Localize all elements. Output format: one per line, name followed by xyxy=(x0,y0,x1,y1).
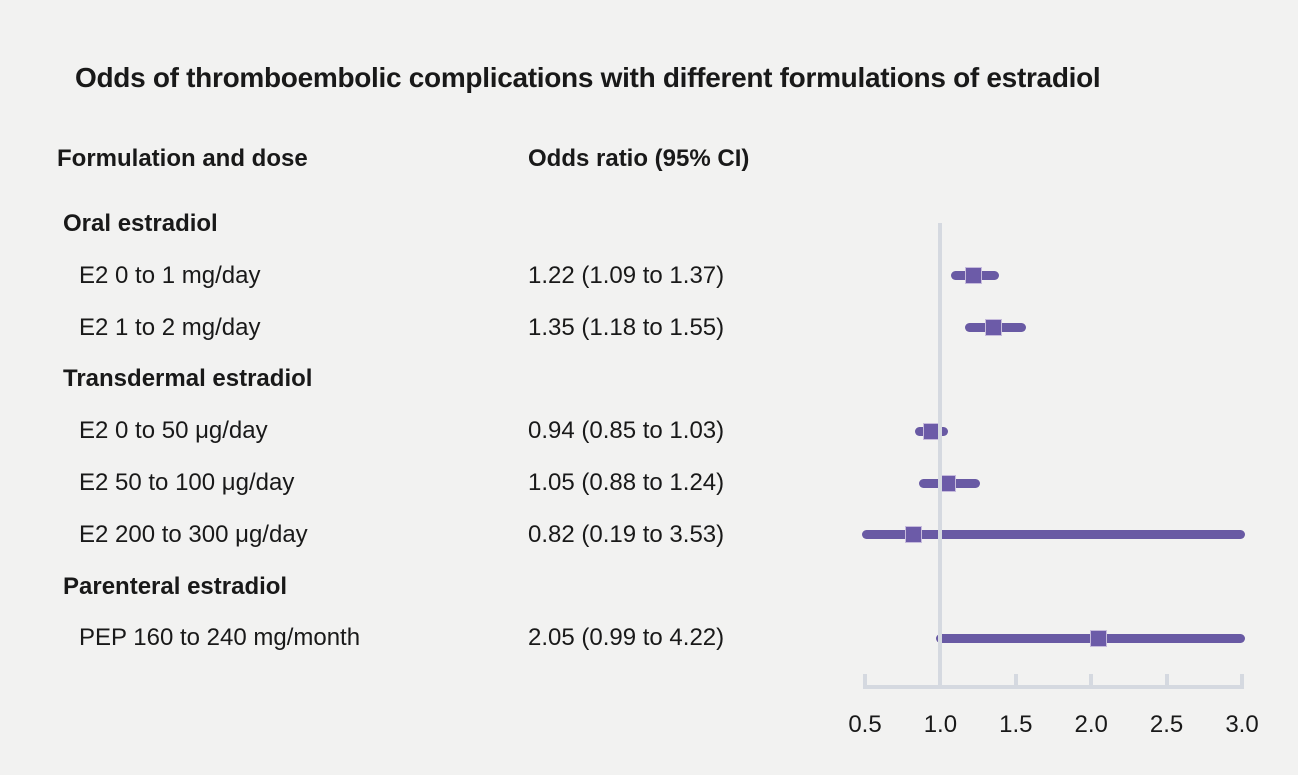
confidence-interval-line xyxy=(862,530,1245,540)
figure-title: Odds of thromboembolic complications wit… xyxy=(75,62,1101,93)
axis-tick xyxy=(1089,674,1094,689)
axis-tick-label: 1.5 xyxy=(999,711,1033,738)
axis-tick xyxy=(863,674,867,689)
group-row-label: Parenteral estradiol xyxy=(63,572,288,600)
axis-tick xyxy=(1240,674,1244,689)
x-axis-line xyxy=(863,685,1244,689)
axis-tick-label: 0.5 xyxy=(848,711,882,738)
axis-tick-label: 2.5 xyxy=(1149,711,1184,738)
axis-tick-label: 2.0 xyxy=(1074,711,1108,738)
axis-tick-label: 1.0 xyxy=(923,711,958,738)
item-row-label: E2 1 to 2 mg/day xyxy=(79,313,261,341)
odds-ratio-value: 0.82 (0.19 to 3.53) xyxy=(528,520,725,548)
point-estimate-square xyxy=(904,526,922,544)
odds-ratio-value: 1.35 (1.18 to 1.55) xyxy=(528,313,725,341)
item-row-label: E2 50 to 100 μg/day xyxy=(79,469,295,496)
odds-ratio-value: 1.22 (1.09 to 1.37) xyxy=(528,261,725,289)
axis-tick xyxy=(1164,674,1169,689)
reference-line xyxy=(938,223,943,689)
item-row-label: E2 0 to 50 μg/day xyxy=(79,417,268,445)
point-estimate-square xyxy=(1090,629,1108,647)
point-estimate-square xyxy=(965,267,983,285)
group-row-label: Transdermal estradiol xyxy=(63,365,313,393)
point-estimate-square xyxy=(922,422,940,440)
point-estimate-square xyxy=(984,319,1002,337)
group-row-label: Oral estradiol xyxy=(63,210,218,237)
item-row-label: E2 200 to 300 μg/day xyxy=(79,520,308,548)
axis-tick-label: 3.0 xyxy=(1225,711,1259,738)
odds-ratio-value: 1.05 (0.88 to 1.24) xyxy=(528,469,725,496)
column-header-formulation-and-dose: Formulation and dose xyxy=(57,145,308,172)
column-header-odds-ratio: Odds ratio (95% CI) xyxy=(528,145,750,172)
axis-tick xyxy=(1013,674,1018,689)
item-row-label: PEP 160 to 240 mg/month xyxy=(79,624,361,652)
odds-ratio-value: 2.05 (0.99 to 4.22) xyxy=(528,624,725,652)
odds-ratio-value: 0.94 (0.85 to 1.03) xyxy=(528,417,725,445)
item-row-label: E2 0 to 1 mg/day xyxy=(79,261,261,289)
